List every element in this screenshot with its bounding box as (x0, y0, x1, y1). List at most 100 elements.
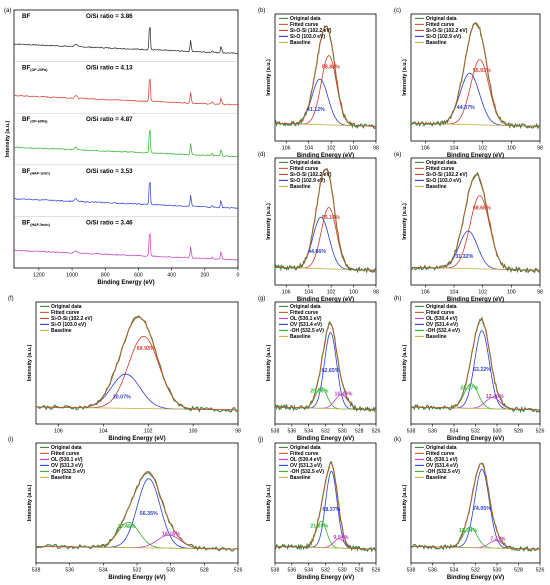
panel-i-xlabel: Binding Energy (eV) (108, 575, 165, 581)
panel-k-percent-label: 74.05% (473, 506, 491, 512)
panel-j-legend-item: OV (531.3 eV) (290, 463, 322, 469)
panel-j-legend-item: Original data (290, 445, 321, 451)
panel-k-xtick-label: 532 (471, 568, 480, 574)
panel-j-legend-item: Fitted curve (290, 451, 319, 457)
panel-j-xtick-label: 532 (321, 568, 330, 574)
panel-a-xtick-label: 800 (101, 273, 110, 279)
panel-b-xtick-label: 100 (349, 146, 358, 152)
panel-g-xtick-label: 536 (288, 429, 297, 435)
panel-g-percent-label: 62.65% (322, 368, 340, 374)
panel-i-original-data (35, 471, 239, 552)
panel-g-xlabel: Binding Energy (eV) (297, 436, 354, 442)
panel-e-legend-item: Baseline (426, 184, 447, 190)
panel-h-xtick-label: 530 (493, 429, 502, 435)
panel-f-letter: (f) (8, 296, 14, 302)
panel-d-xlabel: Binding Energy (eV) (297, 297, 354, 303)
panel-k-legend-item: Baseline (426, 475, 447, 481)
panel-h-xtick-label: 526 (536, 429, 545, 435)
panel-b-xtick-label: 102 (327, 146, 336, 152)
panel-b-component-1 (274, 78, 377, 127)
panel-a-series-name: BF (22, 219, 30, 226)
panel-i-legend-item: OV (531.3 eV) (51, 463, 83, 469)
panel-g-fitted-curve (274, 323, 377, 411)
panel-f: (f) 106 104 102 100 98 Binding Energy (eV) Inte… (8, 296, 241, 442)
panel-i-legend-item: OL (530.1 eV) (51, 457, 83, 463)
panel-a-series-subscript: (HAP-1min) (30, 171, 50, 175)
panel-g-xtick-label: 532 (321, 429, 330, 435)
panel-g-xtick-label: 528 (355, 429, 364, 435)
panel-a-frame (13, 9, 239, 269)
panel-d-percent-label: 44.86% (308, 249, 326, 255)
panel-h-legend-item: Fitted curve (426, 310, 455, 316)
panel-a-series-label: BF (22, 13, 30, 20)
panel-c-percent-label: 55.93% (473, 68, 491, 74)
panel-d-xtick-label: 100 (349, 290, 358, 296)
panel-b-legend-item: Si-O (103.0 eV) (290, 34, 325, 40)
panel-d-xtick-label: 98 (373, 290, 379, 296)
panel-e-xlabel: Binding Energy (eV) (447, 297, 504, 303)
panel-i-ylabel: Intensity (a.u.) (27, 485, 33, 522)
panel-i-component-0 (35, 478, 239, 550)
panel-f-xtick-label: 104 (99, 429, 108, 435)
panel-b-legend-item: Si-O-Si (102.2 eV) (290, 28, 332, 34)
panel-g-xtick-label: 526 (372, 429, 381, 435)
panel-b-legend-item: Baseline (290, 40, 311, 46)
panel-b-letter: (b) (258, 8, 265, 14)
panel-d-ylabel: Intensity (a.u.) (266, 203, 272, 240)
panel-j-xlabel: Binding Energy (eV) (297, 575, 354, 581)
panel-i-xtick-label: 528 (200, 568, 209, 574)
panel-j-xtick-label: 534 (304, 568, 313, 574)
panel-a-ratio-label: O/Si ratio = 3.53 (86, 168, 133, 175)
panel-h-fitted-curve (410, 318, 541, 411)
panel-h-legend-item: OV (531.4 eV) (426, 322, 458, 328)
panel-e-fitted-curve (410, 173, 541, 271)
panel-a-series-label: BF(HAP-5min) (22, 219, 51, 227)
panel-h-legend-item: OL (530.4 eV) (426, 316, 458, 322)
panel-d-component-1 (274, 216, 377, 271)
panel-g-xtick-label: 538 (271, 429, 280, 435)
panel-e-xtick-label: 106 (421, 290, 430, 296)
panel-h-percent-label: 12.40% (486, 394, 504, 400)
panel-d-xtick-label: 104 (304, 290, 313, 296)
panel-a-series-name: BF (22, 13, 30, 20)
panel-b-percent-label: 41.12% (307, 107, 325, 113)
panel-h-letter: (h) (394, 296, 401, 302)
panel-i-xtick-label: 532 (133, 568, 142, 574)
panel-i-percent-label: 16.16% (162, 532, 180, 538)
panel-h: (h) 538 536 534 532 530 528 526 Binding Energy (… (394, 296, 544, 442)
panel-i-percent-label: 56.35% (140, 511, 158, 517)
panel-i-legend-item: Fitted curve (51, 451, 80, 457)
panel-j-letter: (j) (258, 437, 263, 443)
panel-d-legend-item: Fitted curve (290, 166, 319, 172)
panel-c-legend-item: Si-O (102.9 eV) (426, 34, 461, 40)
panel-k-legend-item: Original data (426, 445, 457, 451)
panel-f-frame (35, 301, 239, 425)
panel-c: (c) 106 104 102 100 98 Binding Energy (eV) Inte… (394, 8, 543, 159)
panel-k-xtick-label: 536 (428, 568, 437, 574)
panel-g-ylabel: Intensity (a.u.) (266, 345, 272, 382)
panel-a-series-name: BF (22, 65, 30, 72)
panel-h-legend-item: Original data (426, 304, 457, 310)
panel-f-fitted-curve (35, 316, 239, 411)
panel-j-percent-label: 9.94% (333, 535, 348, 541)
panel-d-legend-item: Si-O (102.9 eV) (290, 178, 325, 184)
panel-j-percent-label: 21.69% (310, 523, 328, 529)
panel-k-fitted-curve (410, 462, 541, 550)
panel-c-legend-item: Fitted curve (426, 22, 455, 28)
panel-i-xtick-label: 534 (99, 568, 108, 574)
panel-k: (k) 538 536 534 532 530 528 526 Binding Energy (… (394, 437, 544, 581)
panel-e-percent-label: 31.32% (455, 254, 473, 260)
panel-j-xtick-label: 526 (372, 568, 381, 574)
panel-g: (g) 538 536 534 532 530 528 526 Binding Energy (… (258, 296, 380, 442)
panel-a-series-label: BF(OP-60Pa) (22, 116, 48, 124)
panel-e-legend-item: Original data (426, 160, 457, 166)
panel-k-percent-label: 18.54% (459, 528, 477, 534)
panel-e-ylabel: Intensity (a.u.) (402, 203, 408, 240)
panel-k-legend-item: -OH (532.5 eV) (426, 469, 460, 475)
panel-f-xtick-label: 102 (144, 429, 153, 435)
panel-e-xtick-label: 98 (537, 290, 543, 296)
panel-f-legend-item: Si-O-Si (102.2 eV) (51, 316, 93, 322)
panel-c-xtick-label: 104 (450, 146, 459, 152)
panel-b-ylabel: Intensity (a.u.) (266, 59, 272, 96)
